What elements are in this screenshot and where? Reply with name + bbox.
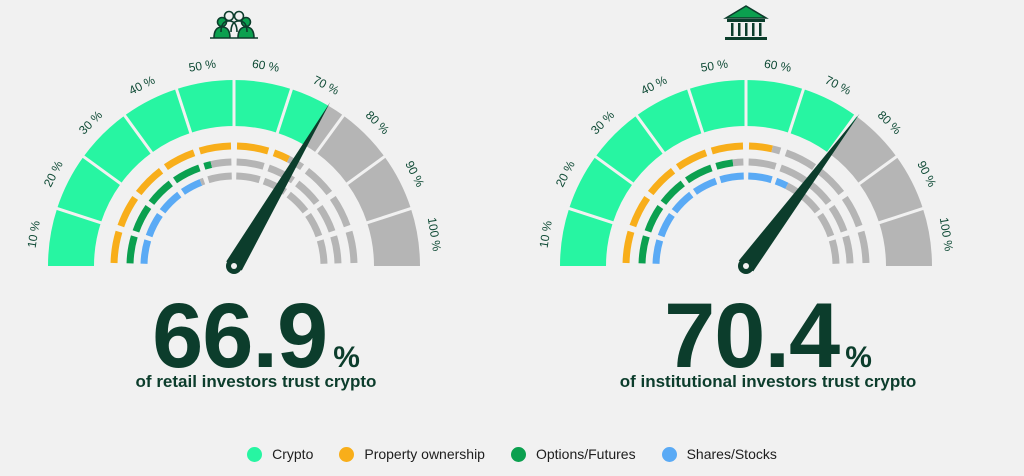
retail-value-number: 66.9 (152, 285, 328, 387)
legend-item-crypto: Crypto (247, 446, 313, 462)
series-ring-shares-stocks (652, 172, 840, 264)
tick-label: 70 % (823, 73, 854, 98)
gauge-segment-80 (316, 115, 385, 184)
gauge-segment-30 (595, 115, 664, 184)
gauge-segment-70 (277, 89, 344, 153)
segment-divider (877, 206, 925, 225)
segment-divider (787, 87, 806, 135)
retail-caption: of retail investors trust crypto (135, 372, 377, 391)
gauge-segment-60 (746, 80, 804, 133)
segment-divider (345, 154, 387, 186)
segment-divider (567, 206, 615, 225)
segment-divider (365, 206, 413, 225)
legend-item-options: Options/Futures (510, 446, 636, 462)
legend-item-shares: Shares/Stocks (661, 446, 777, 462)
tick-label: 10 % (537, 219, 555, 249)
segment-divider (314, 113, 346, 155)
retail-gauge-panel: 10 % 20 % 30 % 40 % 50 % 60 % 70 % 80 % 90 % 100 … (0, 0, 512, 420)
tick-label: 100 % (425, 216, 444, 252)
segment-divider (275, 87, 294, 135)
tick-label: 50 % (188, 57, 218, 75)
needle-hub-dot (231, 263, 237, 269)
gauge-needle (738, 113, 860, 272)
legend: Crypto Property ownership Options/Future… (0, 446, 1024, 462)
legend-swatch-property (339, 446, 355, 462)
gauge-segment-50 (176, 80, 234, 133)
series-ring-options-futures (126, 158, 342, 264)
tick-label: 40 % (639, 73, 670, 98)
segment-divider (634, 113, 666, 155)
tick-label: 30 % (76, 108, 105, 137)
segment-divider (174, 87, 193, 135)
legend-item-property: Property ownership (339, 446, 485, 462)
gauge-segment-10 (48, 208, 101, 266)
tick-label: 90 % (402, 159, 427, 190)
segment-divider (55, 206, 103, 225)
legend-label-options: Options/Futures (535, 446, 636, 462)
institutional-caption: of institutional investors trust crypto (619, 372, 917, 391)
gauge-needle (226, 102, 331, 271)
segment-divider (686, 87, 705, 135)
series-ring-shares-stocks (140, 172, 328, 264)
legend-label-property: Property ownership (364, 446, 485, 462)
gauge-segment-10 (560, 208, 613, 266)
legend-swatch-shares (661, 446, 677, 462)
gauge-segment-50 (688, 80, 746, 133)
institutional-value-unit: % (845, 341, 872, 374)
legend-label-crypto: Crypto (272, 446, 314, 462)
retail-value: 66.9% (0, 290, 512, 382)
group-of-people-icon (210, 10, 258, 39)
bank-building-icon (723, 5, 769, 40)
tick-label: 90 % (914, 159, 939, 190)
gauge-segment-100 (367, 208, 420, 266)
institutional-gauge-panel: 10 % 20 % 30 % 40 % 50 % 60 % 70 % 80 % 90 % 100 … (512, 0, 1024, 420)
retail-value-unit: % (333, 341, 360, 374)
segment-divider (81, 154, 123, 186)
retail-gauge: 10 % 20 % 30 % 40 % 50 % 60 % 70 % 80 % 90 % 100 … (25, 10, 444, 274)
legend-label-shares: Shares/Stocks (686, 446, 777, 462)
tick-label: 50 % (700, 57, 730, 75)
segment-divider (593, 154, 635, 186)
legend-swatch-options (510, 446, 526, 462)
gauge-segment-100 (879, 208, 932, 266)
legend-swatch-crypto (247, 446, 263, 462)
needle-hub-dot (743, 263, 749, 269)
tick-label: 80 % (363, 108, 392, 137)
tick-label: 60 % (251, 57, 281, 75)
tick-label: 10 % (25, 219, 43, 249)
tick-label: 80 % (875, 108, 904, 137)
tick-label: 40 % (127, 73, 158, 98)
series-ring-property-ownership (110, 142, 358, 264)
gauge-segment-60 (234, 80, 292, 133)
segment-divider (122, 113, 154, 155)
gauge-segment-30 (83, 115, 152, 184)
institutional-gauge: 10 % 20 % 30 % 40 % 50 % 60 % 70 % 80 % 90 % 100 … (537, 5, 956, 274)
series-ring-options-futures (638, 158, 854, 264)
institutional-value-number: 70.4 (664, 285, 840, 387)
tick-label: 20 % (41, 158, 66, 189)
tick-label: 30 % (588, 108, 617, 137)
series-ring-property-ownership (622, 142, 870, 264)
tick-label: 20 % (553, 158, 578, 189)
institutional-value: 70.4% (512, 290, 1024, 382)
tick-label: 100 % (937, 216, 956, 252)
tick-label: 60 % (763, 57, 793, 75)
tick-label: 70 % (311, 73, 342, 98)
segment-divider (857, 154, 899, 186)
